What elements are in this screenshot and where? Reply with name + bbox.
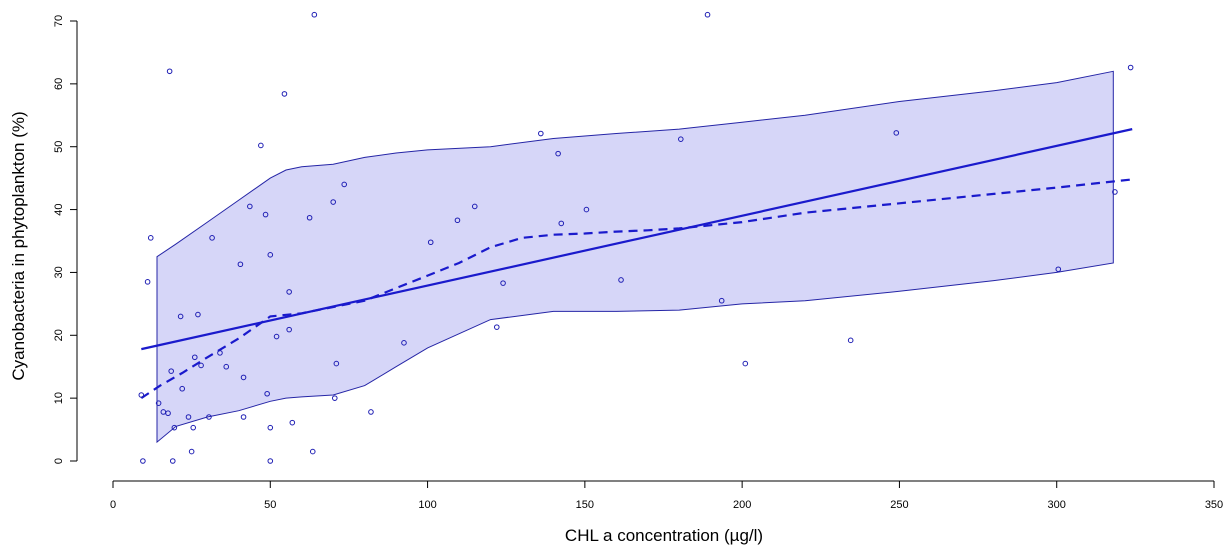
data-point — [427, 239, 434, 246]
data-point — [223, 363, 230, 370]
data-point — [333, 360, 340, 367]
y-tick-label: 70 — [53, 15, 65, 27]
data-point — [1127, 64, 1134, 71]
data-point — [309, 448, 316, 455]
y-tick-label: 60 — [53, 78, 65, 90]
data-point — [247, 203, 253, 210]
data-point — [471, 203, 478, 210]
y-tick-label: 0 — [53, 458, 65, 464]
data-point — [168, 368, 174, 374]
data-point — [558, 220, 565, 227]
y-tick-label: 40 — [53, 203, 65, 215]
x-tick-label: 0 — [110, 499, 116, 511]
data-point — [330, 199, 337, 205]
data-point — [742, 360, 749, 367]
x-axis-title: CHL a concentration (µg/l) — [565, 526, 763, 545]
data-point — [847, 337, 854, 344]
data-point — [240, 414, 247, 420]
x-tick-label: 350 — [1205, 499, 1223, 511]
confidence-band-layer — [156, 70, 1114, 444]
data-point — [500, 280, 506, 286]
x-tick-label: 300 — [1048, 499, 1066, 511]
data-point — [144, 279, 151, 285]
data-point — [341, 181, 348, 188]
data-point — [169, 458, 176, 464]
data-point — [240, 374, 247, 381]
data-point — [267, 424, 274, 431]
x-tick-label: 150 — [576, 499, 594, 511]
x-tick-label: 200 — [733, 499, 751, 511]
x-tick-label: 250 — [890, 499, 908, 511]
data-point — [138, 392, 145, 398]
data-point — [188, 448, 195, 455]
data-point — [198, 362, 204, 369]
data-point — [718, 297, 725, 304]
data-point — [140, 458, 146, 464]
data-point — [267, 458, 274, 464]
y-tick-label: 30 — [53, 266, 65, 278]
data-point — [217, 350, 223, 356]
data-point — [209, 235, 215, 241]
data-point — [237, 261, 244, 268]
data-point — [171, 424, 178, 431]
data-point — [401, 340, 407, 346]
y-tick-label: 10 — [53, 392, 65, 404]
confidence-band — [156, 70, 1114, 444]
data-point — [155, 400, 162, 406]
data-point — [165, 410, 171, 417]
data-point — [262, 211, 269, 218]
data-point — [286, 326, 292, 333]
y-axis-title: Cyanobacteria in phytoplankton (%) — [9, 111, 28, 380]
data-point — [281, 91, 288, 97]
data-point — [306, 214, 313, 221]
data-point — [555, 150, 561, 157]
data-point — [289, 419, 296, 426]
x-axis: 0 50 100 150 200 250 300 350 — [110, 480, 1223, 511]
data-point — [179, 385, 186, 392]
data-point — [1055, 266, 1062, 273]
y-tick-label: 50 — [53, 141, 65, 153]
data-point — [286, 289, 292, 295]
data-point — [311, 11, 318, 18]
data-point — [368, 409, 374, 415]
data-point — [1112, 189, 1118, 195]
data-point — [618, 277, 624, 283]
data-point — [493, 324, 500, 330]
data-point — [678, 136, 684, 142]
data-point — [331, 395, 338, 401]
data-point — [177, 313, 184, 320]
data-point — [264, 390, 270, 397]
data-point — [704, 11, 711, 18]
x-tick-label: 50 — [264, 499, 276, 511]
regression-line — [141, 128, 1133, 351]
data-points-layer — [138, 11, 1134, 464]
data-point — [893, 130, 900, 136]
x-tick-label: 100 — [418, 499, 436, 511]
y-axis: 0 10 20 30 40 50 60 70 — [53, 15, 78, 464]
data-point — [206, 414, 212, 420]
data-point — [191, 354, 198, 361]
data-point — [147, 235, 154, 241]
trend-lines-layer — [140, 128, 1133, 400]
data-point — [538, 130, 544, 137]
data-point — [195, 311, 201, 318]
data-point — [166, 68, 173, 75]
data-point — [267, 252, 274, 258]
data-point — [258, 142, 264, 149]
y-tick-label: 20 — [53, 329, 65, 341]
data-point — [583, 206, 590, 213]
data-point — [190, 424, 197, 431]
data-point — [273, 333, 280, 340]
data-point — [454, 217, 461, 224]
data-point — [185, 414, 192, 420]
